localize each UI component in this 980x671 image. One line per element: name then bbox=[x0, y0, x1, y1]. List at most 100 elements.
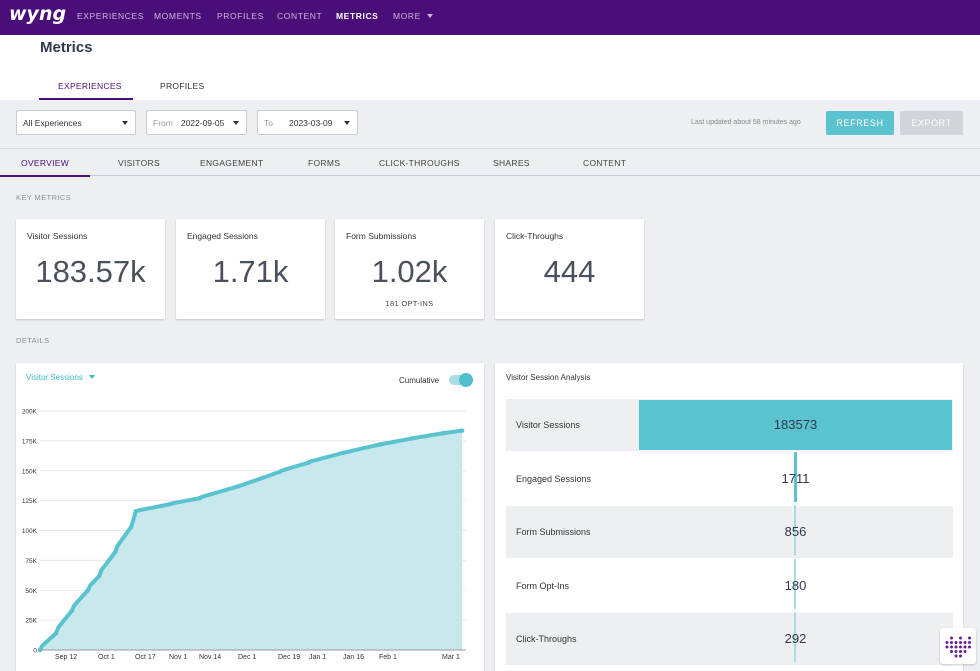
top-nav: wyng EXPERIENCES MOMENTS PROFILES CONTEN… bbox=[0, 0, 980, 35]
y-tick-label: 125K bbox=[22, 498, 38, 505]
metric-card-subtext: 181 OPT-INS bbox=[385, 299, 434, 308]
heart-dot bbox=[968, 641, 971, 644]
analysis-row-value: 856 bbox=[784, 524, 807, 539]
area-fill bbox=[40, 430, 462, 650]
analysis-row-bar bbox=[794, 505, 796, 555]
y-tick-label: 150K bbox=[22, 468, 38, 475]
analysis-row-label: Click-Throughs bbox=[516, 634, 577, 644]
data-point bbox=[97, 573, 102, 579]
refresh-button[interactable]: REFRESH bbox=[826, 111, 894, 135]
metric-card-value: 183.57k bbox=[35, 254, 146, 289]
wyng-logo[interactable]: wyng bbox=[9, 3, 67, 25]
data-point bbox=[128, 524, 134, 530]
chart-metric-select-value: Visitor Sessions bbox=[26, 373, 83, 382]
x-tick-label: Nov 1 bbox=[169, 654, 187, 661]
y-tick-label: 25K bbox=[25, 618, 37, 625]
metric-card-value: 1.02k bbox=[371, 254, 448, 289]
to-date-select[interactable]: To 2023-03-09 bbox=[257, 110, 358, 135]
heart-logo-badge[interactable] bbox=[940, 628, 976, 664]
tab-profiles[interactable]: PROFILES bbox=[160, 81, 205, 91]
heart-dot bbox=[954, 650, 958, 653]
data-point bbox=[277, 469, 282, 475]
nav-content[interactable]: CONTENT bbox=[277, 11, 323, 21]
subtab-visitors[interactable]: VISITORS bbox=[118, 158, 160, 168]
experience-select-value: All Experiences bbox=[23, 117, 82, 128]
cumulative-label: Cumulative bbox=[399, 376, 440, 385]
metric-card-title: Engaged Sessions bbox=[187, 231, 258, 241]
heart-dot bbox=[959, 645, 962, 649]
heart-dot bbox=[945, 645, 949, 649]
heart-dot bbox=[963, 641, 967, 644]
x-tick-label: Oct 1 bbox=[98, 654, 115, 661]
active-subtab-indicator bbox=[0, 175, 90, 177]
subtab-overview[interactable]: OVERVIEW bbox=[21, 158, 70, 168]
metric-card-form-submissions: Form Submissions 1.02k 181 OPT-INS bbox=[335, 219, 484, 319]
to-label: To bbox=[264, 117, 273, 128]
x-tick-label: Mar 1 bbox=[442, 654, 460, 661]
details-label: DETAILS bbox=[16, 336, 50, 345]
data-point bbox=[441, 430, 447, 436]
heart-dot bbox=[950, 641, 953, 644]
chevron-down-icon bbox=[344, 121, 350, 125]
last-updated-text: Last updated about 58 minutes ago bbox=[691, 119, 801, 126]
page-title: Metrics bbox=[40, 39, 93, 56]
metric-card-click-throughs: Click-Throughs 444 bbox=[495, 219, 644, 319]
cumulative-toggle-knob[interactable] bbox=[459, 373, 473, 387]
nav-experiences[interactable]: EXPERIENCES bbox=[77, 11, 145, 21]
nav-moments[interactable]: MOMENTS bbox=[154, 11, 202, 21]
series-line-visitor-sessions bbox=[38, 428, 464, 652]
analysis-row-bar bbox=[794, 558, 796, 609]
from-date-select[interactable]: From 2022-09-05 bbox=[146, 110, 247, 135]
subtab-engagement[interactable]: ENGAGEMENT bbox=[200, 158, 264, 168]
metric-card-title: Form Submissions bbox=[346, 231, 417, 241]
subtab-shares[interactable]: SHARES bbox=[493, 158, 530, 168]
heart-dot bbox=[950, 645, 953, 649]
analysis-row-value: 183573 bbox=[773, 417, 818, 432]
heart-dot bbox=[954, 654, 958, 658]
heart-dot bbox=[968, 636, 971, 640]
chevron-down-icon bbox=[122, 121, 128, 125]
analysis-row-label: Form Opt-Ins bbox=[516, 580, 570, 591]
heart-dot bbox=[950, 650, 953, 653]
metric-card-title: Click-Throughs bbox=[506, 231, 564, 241]
chart-metric-select[interactable]: Visitor Sessions bbox=[26, 373, 95, 382]
analysis-row: Form Submissions 856 bbox=[506, 505, 953, 558]
analysis-row: Click-Throughs 292 bbox=[506, 612, 953, 665]
analysis-row-label: Form Submissions bbox=[516, 527, 591, 537]
subtab-click-throughs[interactable]: CLICK-THROUGHS bbox=[379, 158, 460, 168]
tab-experiences[interactable]: EXPERIENCES bbox=[58, 81, 122, 91]
analysis-title: Visitor Session Analysis bbox=[506, 373, 591, 382]
page-header: Metrics EXPERIENCES PROFILES bbox=[0, 35, 980, 100]
analysis-row-bar bbox=[639, 400, 952, 450]
x-tick-label: Dec 1 bbox=[238, 654, 256, 661]
x-tick-label: Oct 17 bbox=[135, 654, 156, 661]
chevron-down-icon bbox=[233, 121, 239, 125]
analysis-row: Engaged Sessions 1711 bbox=[506, 451, 953, 505]
analysis-row-value: 292 bbox=[784, 631, 807, 646]
nav-metrics[interactable]: METRICS bbox=[336, 11, 379, 21]
metric-card-value: 444 bbox=[543, 254, 596, 289]
chevron-down-icon bbox=[88, 375, 95, 379]
metrics-subtabs: OVERVIEW VISITORS ENGAGEMENT FORMS CLICK… bbox=[0, 148, 980, 177]
heart-dot bbox=[963, 645, 967, 649]
analysis-row-bar bbox=[794, 451, 797, 502]
nav-more[interactable]: MORE bbox=[393, 11, 433, 21]
data-point bbox=[459, 428, 465, 433]
export-button[interactable]: EXPORT bbox=[900, 111, 963, 135]
data-point bbox=[167, 501, 173, 507]
analysis-row-value: 180 bbox=[784, 577, 807, 593]
subtab-forms[interactable]: FORMS bbox=[308, 158, 341, 168]
subtab-content[interactable]: CONTENT bbox=[583, 158, 627, 168]
nav-profiles[interactable]: PROFILES bbox=[217, 11, 264, 21]
from-date-value: 2022-09-05 bbox=[180, 117, 225, 128]
experience-select[interactable]: All Experiences bbox=[16, 110, 136, 135]
heart-dot bbox=[954, 645, 958, 649]
y-tick-label: 75K bbox=[25, 558, 37, 565]
data-point bbox=[409, 436, 415, 441]
metric-card-engaged-sessions: Engaged Sessions 1.71k bbox=[176, 219, 325, 319]
heart-dot bbox=[959, 641, 962, 644]
data-point bbox=[197, 495, 202, 501]
analysis-row-value: 1711 bbox=[781, 470, 810, 486]
data-point bbox=[112, 549, 118, 555]
chevron-down-icon bbox=[426, 14, 433, 18]
